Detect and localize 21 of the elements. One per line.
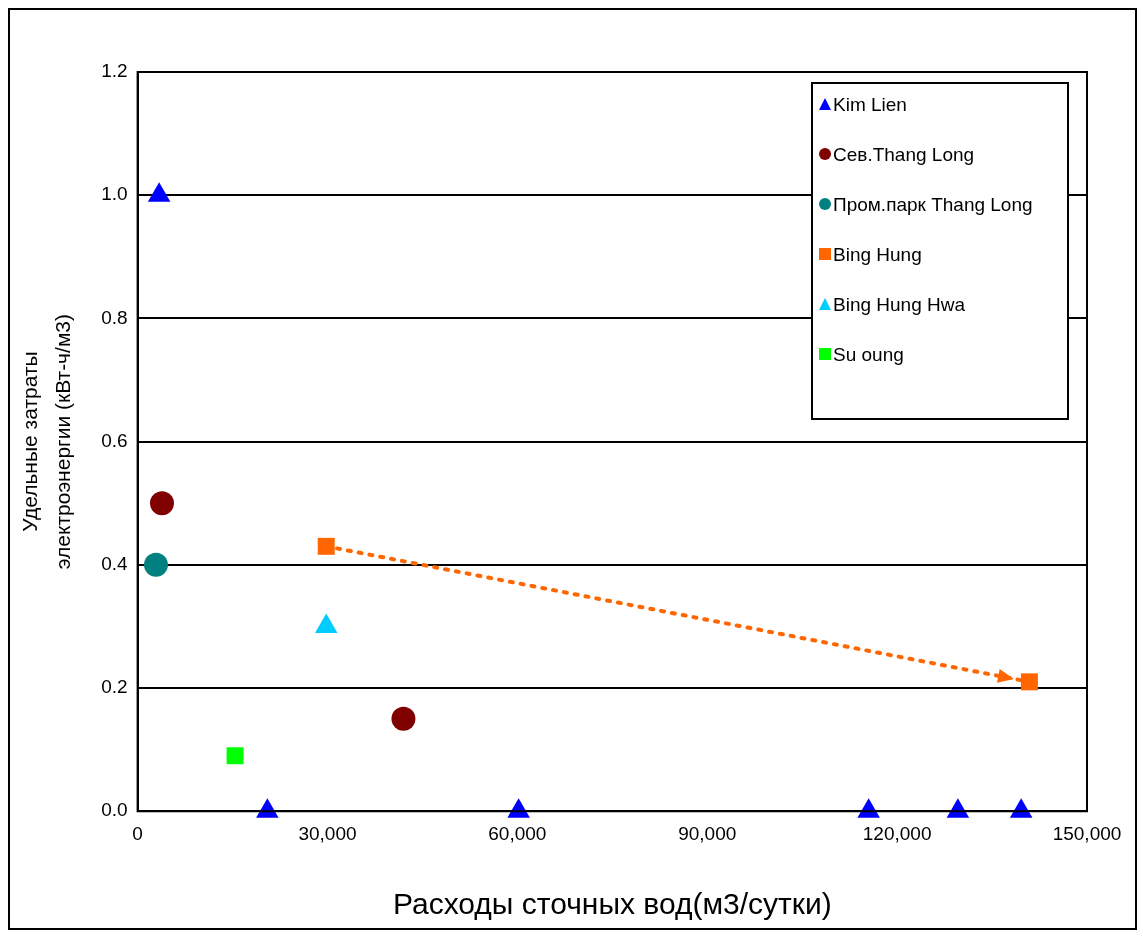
x-tick-label: 0 [132, 822, 143, 844]
y-tick-label: 0.8 [101, 306, 128, 328]
x-tick-label: 60,000 [488, 822, 547, 844]
x-tick-label: 30,000 [298, 822, 357, 844]
x-axis-title: Расходы сточных вод(м3/сутки) [392, 887, 832, 921]
x-tick-label: 150,000 [1052, 822, 1122, 844]
legend-label: Пром.парк Thang Long [833, 194, 1033, 216]
legend-label: Сев.Thang Long [833, 144, 975, 166]
y-tick-label: 0.2 [101, 676, 128, 698]
y-tick-label: 0.4 [101, 553, 129, 575]
legend-label: Kim Lien [833, 94, 907, 116]
x-tick-label: 90,000 [678, 822, 737, 844]
y-tick-label: 1.2 [101, 60, 128, 82]
y-tick-label: 1.0 [101, 183, 128, 205]
y-tick-label: 0.6 [101, 429, 128, 451]
x-tick-label: 120,000 [862, 822, 932, 844]
y-axis-title: Удельные затраты электроэнергии (кВт-ч/м3) [17, 314, 75, 570]
legend-label: Bing Hung [833, 244, 922, 266]
legend-label: Su oung [833, 344, 904, 366]
legend-label: Bing Hung Hwa [833, 294, 966, 316]
y-tick-label: 0.0 [101, 799, 128, 821]
